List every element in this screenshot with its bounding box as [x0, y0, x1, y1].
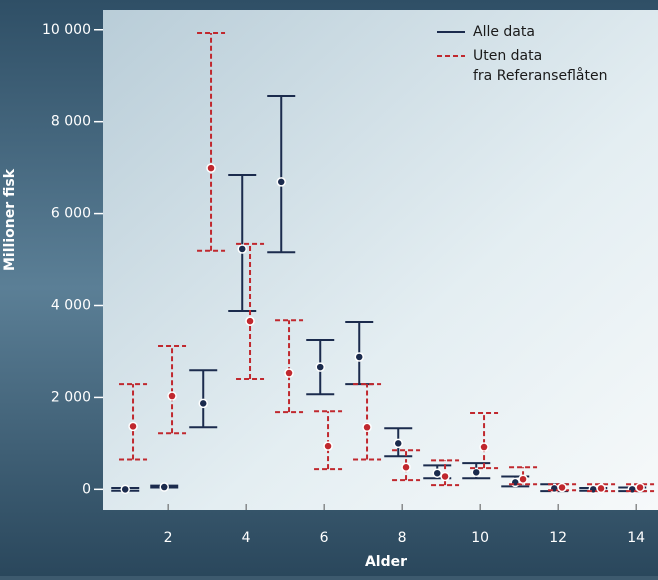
point: [207, 164, 215, 172]
point: [636, 483, 644, 491]
point: [324, 442, 332, 450]
point: [394, 439, 402, 447]
point: [199, 399, 207, 407]
chart: Alder Millioner fisk 0 2 000 4 000 6 000 8 0…: [0, 0, 658, 576]
x-tick-label: 2: [164, 530, 173, 546]
point: [129, 422, 137, 430]
point: [238, 245, 246, 253]
x-tick-label: 12: [549, 530, 567, 546]
point: [519, 475, 527, 483]
point: [363, 423, 371, 431]
y-tick-label: 0: [82, 481, 91, 497]
point: [472, 468, 480, 476]
y-axis-label: Millioner fisk: [2, 168, 18, 271]
y-tick-label: 4 000: [51, 297, 91, 313]
point: [168, 392, 176, 400]
x-tick-label: 14: [627, 530, 645, 546]
point: [355, 353, 363, 361]
y-tick-label: 6 000: [51, 206, 91, 222]
point: [246, 317, 254, 325]
point: [441, 472, 449, 480]
point: [285, 369, 293, 377]
point: [316, 363, 324, 371]
x-tick-label: 10: [471, 530, 489, 546]
point: [558, 483, 566, 491]
plot-area: [103, 10, 658, 510]
legend-label: Alle data: [473, 24, 535, 40]
x-axis-label: Alder: [365, 554, 407, 570]
x-tick-label: 6: [320, 530, 329, 546]
y-tick-label: 2 000: [51, 389, 91, 405]
point: [480, 443, 488, 451]
point: [160, 483, 168, 491]
x-tick-label: 4: [242, 530, 251, 546]
point: [402, 463, 410, 471]
point: [433, 469, 441, 477]
point: [597, 484, 605, 492]
point: [277, 178, 285, 186]
y-tick-label: 10 000: [42, 22, 91, 38]
x-tick-label: 8: [398, 530, 407, 546]
point: [121, 485, 129, 493]
y-tick-label: 8 000: [51, 114, 91, 130]
